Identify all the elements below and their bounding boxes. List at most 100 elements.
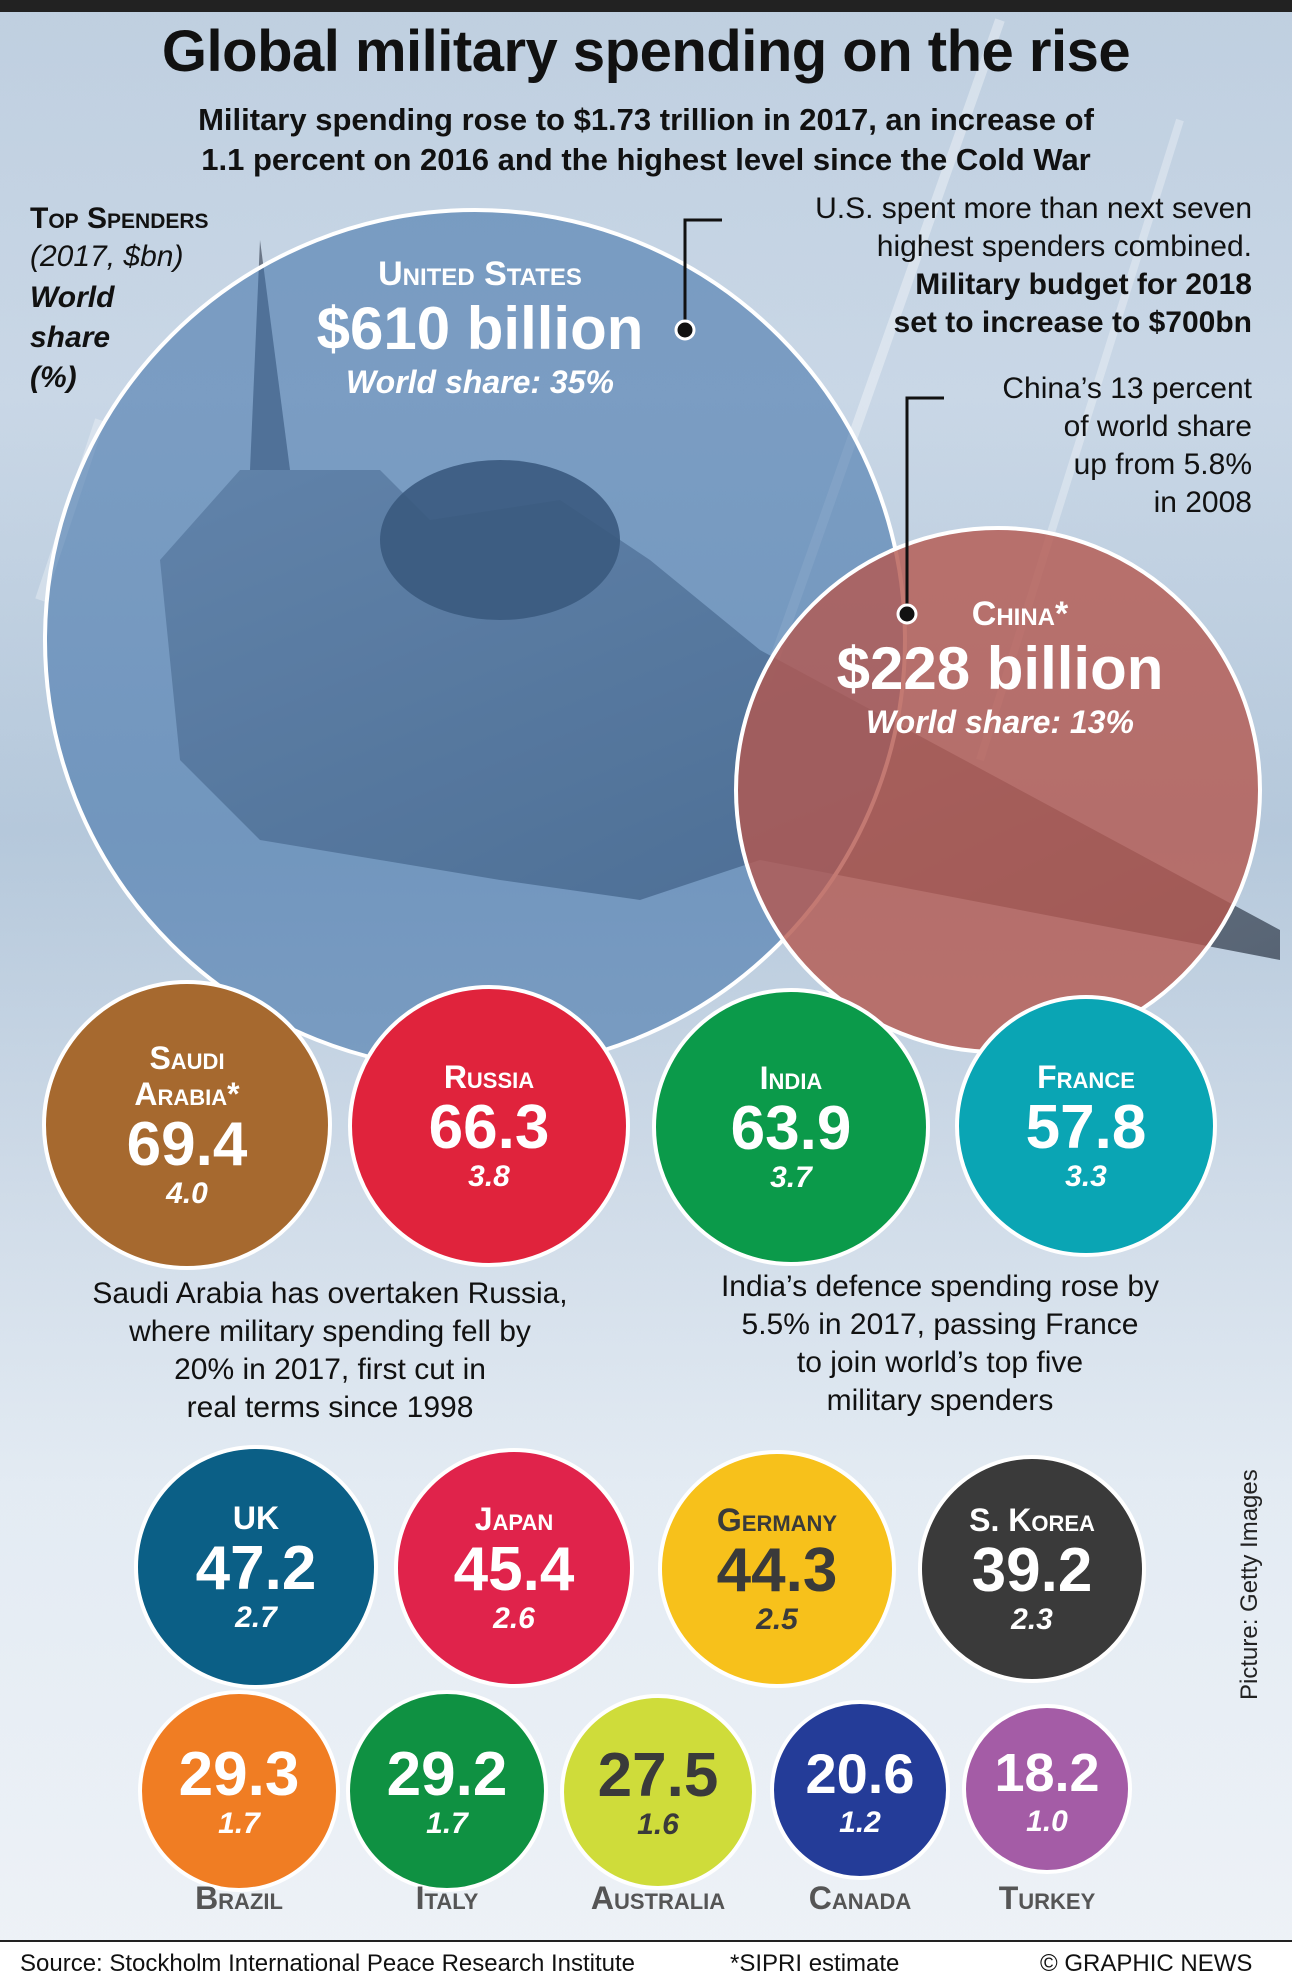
country-share: 2.3 [1011,1603,1053,1636]
turkey-label: Turkey [998,1880,1096,1916]
country-share: 1.2 [839,1806,881,1839]
country-share: 3.8 [468,1160,510,1193]
copyright-text: © GRAPHIC NEWS [1040,1950,1253,1977]
country-name: UK [232,1500,280,1536]
note-line: where military spending fell by [129,1315,531,1348]
country-name: S. Korea [969,1502,1095,1538]
country-value: 45.4 [453,1535,575,1604]
country-name: Russia [443,1059,535,1095]
country-value: 29.2 [386,1740,508,1809]
source-text: Source: Stockholm International Peace Re… [20,1950,635,1977]
country-value: 69.4 [126,1110,248,1179]
country-name: Japan [474,1501,554,1537]
page-title: Global military spending on the rise [161,19,1131,84]
country-share: 2.5 [756,1603,798,1636]
us-leader-line [683,218,722,330]
s-korea-bubble: S. Korea 39.2 2.3 [918,1455,1146,1683]
australia-bubble: 27.5 1.6 [560,1694,756,1890]
note-line: 20% in 2017, first cut in [174,1353,486,1386]
country-value: 66.3 [428,1093,550,1162]
country-name: France [1037,1059,1135,1095]
subtitle: Military spending rose to $1.73 trillion… [100,100,1192,180]
annotation-line: of world share [1063,410,1252,443]
china-label-group: China* $228 billion World share: 13% [800,595,1200,741]
country-share: 4.0 [166,1177,208,1210]
annotation-line: in 2008 [1153,486,1252,519]
legend-label: Top Spenders [30,202,209,235]
brazil-label: Brazil [195,1880,283,1916]
country-share: 1.0 [1026,1805,1068,1838]
annotation-bold-line: set to increase to $700bn [893,306,1252,339]
legend-share-line: (%) [30,361,77,394]
germany-bubble: Germany 44.3 2.5 [658,1450,896,1688]
annotation-bold-line: Military budget for 2018 [915,268,1252,301]
annotation-line: up from 5.8% [1073,448,1252,481]
china-leader-line [905,396,944,614]
india-note: India’s defence spending rose by 5.5% in… [650,1268,1230,1420]
legend-share: World share (%) [30,278,300,398]
country-share: 1.7 [426,1807,468,1840]
country-name: Arabia* [134,1076,240,1112]
top-bar [0,0,1292,12]
country-value: 27.5 [597,1741,719,1810]
footer: Source: Stockholm International Peace Re… [0,1940,1292,1981]
note-line: India’s defence spending rose by [720,1270,1160,1303]
saudi-note: Saudi Arabia has overtaken Russia, where… [30,1275,630,1427]
country-value: 29.3 [178,1740,300,1809]
india-bubble: India 63.9 3.7 [652,988,930,1266]
japan-bubble: Japan 45.4 2.6 [394,1448,634,1688]
country-share: 3.7 [770,1161,812,1194]
country-value: 63.9 [730,1094,852,1163]
legend-share-line: World [30,281,115,314]
france-bubble: France 57.8 3.3 [955,995,1217,1257]
country-share: 3.3 [1065,1160,1107,1193]
country-share: 1.7 [218,1807,260,1840]
note-line: military spenders [826,1384,1054,1417]
annotation-line: China’s 13 percent [1002,372,1252,405]
china-name: China* [971,595,1069,633]
italy-label: Italy [415,1880,479,1916]
us-annotation: U.S. spent more than next seven highest … [700,190,1252,342]
note-line: to join world’s top five [796,1346,1084,1379]
china-share: World share: 13% [866,704,1134,740]
country-value: 47.2 [195,1534,317,1603]
country-share: 2.7 [235,1601,277,1634]
note-line: Saudi Arabia has overtaken Russia, [92,1277,568,1310]
country-share: 2.6 [493,1602,535,1635]
annotation-line: U.S. spent more than next seven [815,192,1252,225]
subtitle-line: Military spending rose to $1.73 trillion… [198,102,1094,137]
us-name: United States [378,255,582,293]
footnote-text: *SIPRI estimate [730,1950,900,1977]
canada-bubble: 20.6 1.2 [770,1700,950,1880]
legend-unit: (2017, $bn) [30,240,184,273]
canada-label: Canada [808,1880,912,1916]
picture-credit: Picture: Getty Images [1236,1469,1263,1700]
country-value: 20.6 [805,1742,915,1805]
us-label-group: United States $610 billion World share: … [270,255,690,401]
country-name: Saudi [149,1040,225,1076]
country-value: 39.2 [971,1536,1093,1605]
us-value: $610 billion [316,295,644,362]
country-value: 57.8 [1025,1093,1147,1162]
country-value: 44.3 [716,1536,838,1605]
china-leader-dot [896,603,918,625]
china-annotation: China’s 13 percent of world share up fro… [900,370,1252,522]
country-value: 18.2 [994,1743,1100,1803]
saudi-arabia-bubble: Saudi Arabia* 69.4 4.0 [42,980,332,1270]
italy-bubble: 29.2 1.7 [346,1690,548,1892]
subtitle-line: 1.1 percent on 2016 and the highest leve… [201,142,1091,177]
china-value: $228 billion [836,635,1164,702]
country-share: 1.6 [637,1808,679,1841]
country-name: India [759,1060,823,1096]
us-share: World share: 35% [346,364,614,400]
russia-bubble: Russia 66.3 3.8 [348,985,630,1267]
turkey-bubble: 18.2 1.0 [962,1704,1132,1874]
annotation-line: highest spenders combined. [876,230,1252,263]
uk-bubble: UK 47.2 2.7 [134,1445,378,1689]
legend: Top Spenders (2017, $bn) World share (%) [30,202,300,398]
legend-share-line: share [30,321,111,354]
note-line: real terms since 1998 [186,1391,474,1424]
australia-label: Australia [590,1880,726,1916]
note-line: 5.5% in 2017, passing France [741,1308,1139,1341]
country-name: Germany [716,1502,838,1538]
